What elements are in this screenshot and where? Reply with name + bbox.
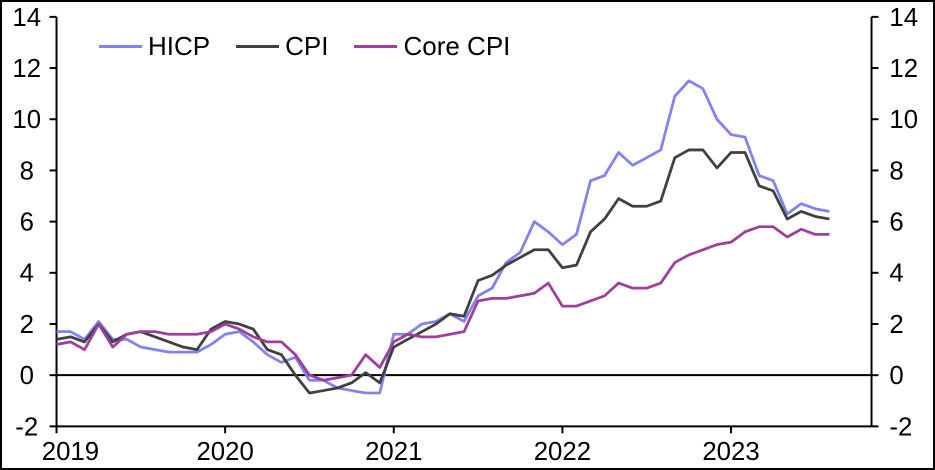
legend-item-hicp: HICP [99, 33, 210, 59]
x-axis-label-2020: 2020 [196, 438, 253, 466]
y-axis-label-left: 14 [12, 4, 41, 32]
y-axis-label-right: 8 [889, 157, 903, 185]
hicp-line [56, 79, 830, 395]
core-cpi-line-swatch [354, 44, 398, 48]
y-axis-label-right: 10 [889, 106, 918, 134]
cpi-line-swatch [236, 44, 280, 48]
legend-label-hicp: HICP [148, 31, 211, 61]
y-axis-label-left: 6 [20, 209, 34, 237]
hicp-line-swatch [99, 44, 142, 48]
legend-item-cpi: CPI [236, 33, 328, 59]
y-axis-label-right: 12 [889, 55, 918, 83]
x-axis-label-2022: 2022 [534, 438, 591, 466]
y-axis-label-left: 4 [20, 260, 34, 288]
y-axis-label-right: 2 [889, 311, 903, 339]
x-axis-label-2023: 2023 [702, 438, 759, 466]
legend-item-core-cpi: Core CPI [354, 33, 510, 59]
x-axis-label-2019: 2019 [42, 438, 99, 466]
y-axis-label-left: 8 [20, 157, 34, 185]
y-axis-label-left: 12 [12, 55, 41, 83]
y-axis-label-right: 0 [889, 362, 903, 390]
core-cpi-line [56, 225, 830, 382]
chart-legend: HICP CPI Core CPI [99, 33, 510, 59]
y-axis-label-right: 14 [889, 4, 918, 32]
legend-label-core-cpi: Core CPI [403, 31, 511, 61]
y-axis-label-left: 2 [20, 311, 34, 339]
y-axis-label-right: -2 [889, 413, 912, 441]
x-axis-label-2021: 2021 [365, 438, 422, 466]
legend-label-cpi: CPI [285, 31, 329, 61]
y-axis-label-left: -2 [15, 413, 38, 441]
y-axis-label-right: 6 [889, 209, 903, 237]
cpi-line [56, 148, 830, 395]
y-axis-label-right: 4 [889, 260, 903, 288]
y-axis-label-left: 0 [20, 362, 34, 390]
y-axis-label-left: 10 [12, 106, 41, 134]
